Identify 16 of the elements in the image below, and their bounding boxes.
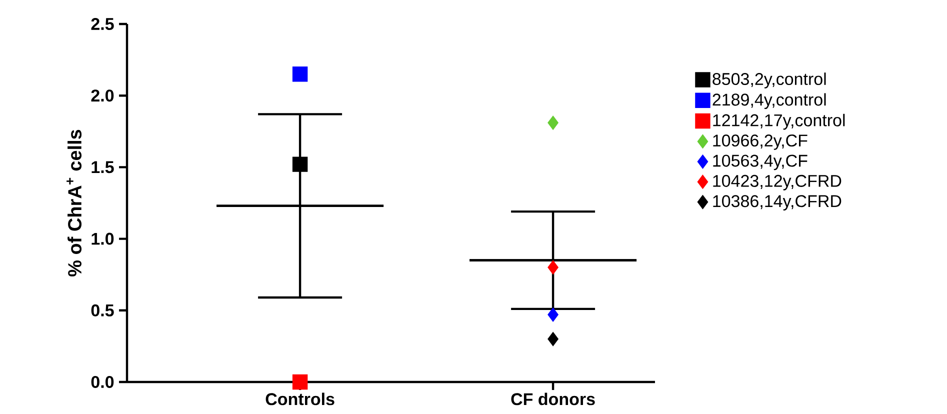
y-tick-label: 2.0 xyxy=(91,90,114,102)
legend-label: 10423,12y,CFRD xyxy=(713,174,842,190)
y-tick-label: 0.0 xyxy=(91,376,114,388)
legend-label: 10563,4y,CF xyxy=(713,154,808,170)
legend-label: 10386,14y,CFRD xyxy=(713,195,842,211)
legend-label: 10966,2y,CF xyxy=(713,134,808,150)
legend-label: 12142,17y,control xyxy=(713,114,845,130)
legend-label: 2189,4y,control xyxy=(712,93,826,110)
x-tick-label: Controls xyxy=(266,392,334,406)
y-axis-title: % of ChrA$^{+}$ cells xyxy=(66,130,82,276)
legend-label: 8503,2y,control xyxy=(712,72,826,88)
y-tick-label: 2.5 xyxy=(91,18,114,30)
y-tick-label: 1.5 xyxy=(92,161,114,174)
y-tick-label: 1.0 xyxy=(92,232,114,245)
y-tick-label: 0.5 xyxy=(91,304,114,316)
x-tick-label: CF donors xyxy=(511,392,595,406)
